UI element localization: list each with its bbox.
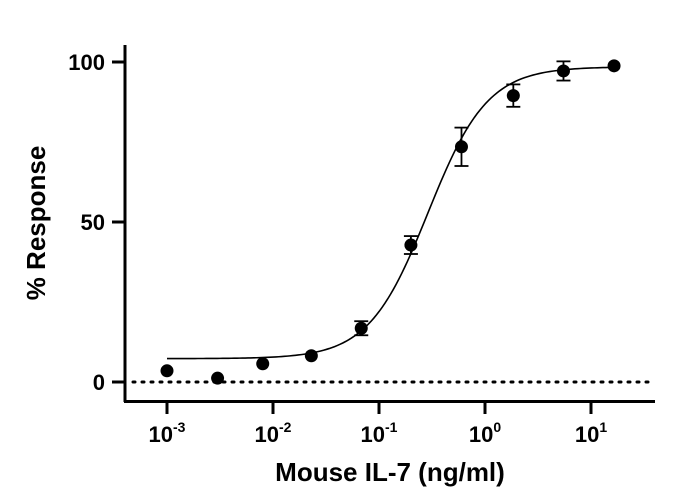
data-point bbox=[506, 89, 520, 103]
fit-curve-layer bbox=[166, 66, 615, 360]
x-tick-base: 10 bbox=[149, 422, 173, 447]
data-point bbox=[607, 59, 621, 73]
data-point bbox=[304, 349, 318, 363]
y-axis-title: % Response bbox=[21, 146, 51, 301]
data-point bbox=[556, 64, 570, 78]
fit-curve bbox=[166, 66, 615, 360]
x-tick-exponent: -1 bbox=[385, 419, 398, 435]
data-point bbox=[454, 140, 468, 154]
y-tick-label: 100 bbox=[68, 50, 105, 75]
data-point bbox=[211, 371, 225, 385]
x-tick-base: 10 bbox=[361, 422, 385, 447]
x-tick-exponent: -2 bbox=[279, 419, 292, 435]
data-points bbox=[160, 59, 621, 385]
data-point bbox=[160, 364, 174, 378]
y-ticks: 0 50 100 bbox=[68, 50, 125, 395]
x-axis-title: Mouse IL-7 (ng/ml) bbox=[275, 457, 505, 487]
x-ticks: 10-3 10-2 10-1 100 101 bbox=[149, 401, 607, 447]
x-tick-base: 10 bbox=[469, 422, 493, 447]
x-tick-label: 101 bbox=[575, 419, 607, 447]
x-tick-base: 10 bbox=[255, 422, 279, 447]
data-point bbox=[404, 238, 418, 252]
y-tick-label: 0 bbox=[93, 370, 105, 395]
data-point bbox=[354, 321, 368, 335]
data-point bbox=[256, 357, 270, 371]
x-tick-label: 100 bbox=[469, 419, 501, 447]
error-bars bbox=[354, 60, 571, 337]
y-tick-label: 50 bbox=[81, 210, 105, 235]
x-tick-label: 10-3 bbox=[149, 419, 186, 447]
x-tick-exponent: 0 bbox=[493, 419, 501, 435]
x-tick-base: 10 bbox=[575, 422, 599, 447]
x-tick-label: 10-2 bbox=[255, 419, 292, 447]
x-tick-label: 10-1 bbox=[361, 419, 398, 447]
x-tick-exponent: 1 bbox=[599, 419, 607, 435]
x-tick-exponent: -3 bbox=[173, 419, 186, 435]
